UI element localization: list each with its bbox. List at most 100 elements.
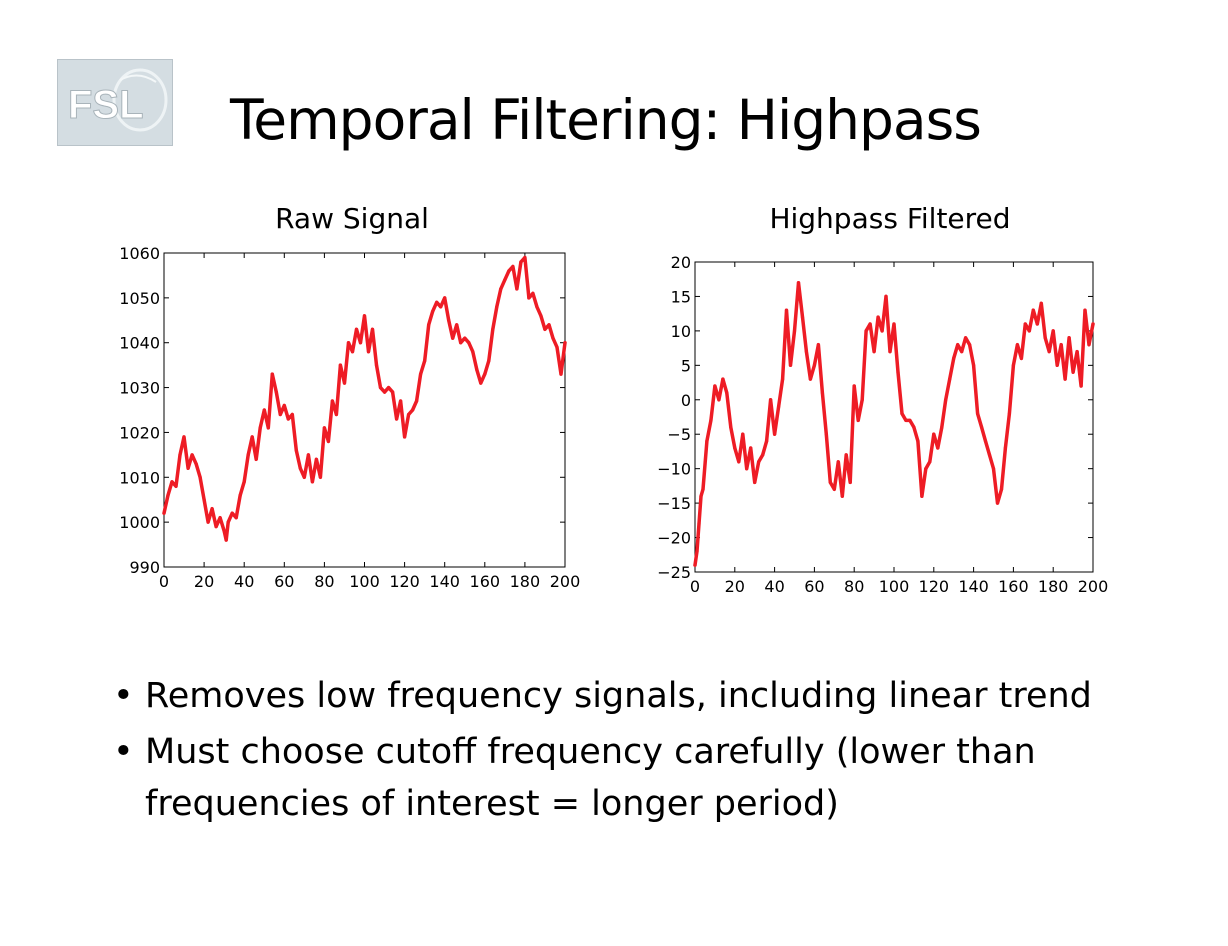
data-point — [729, 425, 733, 429]
data-point — [298, 466, 302, 470]
data-point — [717, 398, 721, 402]
data-point — [964, 336, 968, 340]
data-point — [844, 453, 848, 457]
y-tick-label: −20 — [657, 529, 691, 548]
data-point — [804, 350, 808, 354]
data-point — [868, 322, 872, 326]
data-point — [435, 300, 439, 304]
x-tick-label: 120 — [389, 572, 420, 591]
data-point — [860, 398, 864, 402]
data-point — [812, 363, 816, 367]
data-point — [1059, 343, 1063, 347]
data-point — [238, 493, 242, 497]
data-point — [350, 350, 355, 354]
data-point — [693, 563, 697, 567]
data-point — [721, 377, 725, 381]
x-tick-label: 0 — [159, 572, 169, 591]
bullet-dot: • — [113, 676, 134, 716]
data-point — [447, 318, 451, 322]
y-tick-label: −25 — [657, 563, 691, 582]
data-point — [709, 418, 713, 422]
x-tick-label: 200 — [550, 572, 581, 591]
y-tick-label: 1020 — [119, 423, 160, 442]
data-point — [820, 391, 824, 395]
data-point — [1079, 384, 1083, 388]
data-point — [415, 399, 419, 403]
data-point — [1055, 363, 1059, 367]
data-point — [234, 516, 238, 520]
data-point — [178, 453, 182, 457]
x-tick-label: 100 — [349, 572, 380, 591]
chart-title-highpass: Highpass Filtered — [769, 202, 1011, 235]
data-point — [1031, 308, 1035, 312]
y-tick-label: 990 — [129, 558, 160, 577]
data-point — [948, 377, 952, 381]
y-tick-label: 15 — [671, 287, 691, 306]
plot-frame — [694, 261, 1094, 573]
data-point — [547, 323, 551, 327]
data-point — [515, 287, 519, 291]
series-line — [162, 255, 567, 542]
data-point — [174, 484, 178, 488]
x-tick-label: 0 — [690, 577, 700, 596]
data-point — [210, 507, 214, 511]
data-point — [366, 350, 371, 354]
data-point — [856, 418, 860, 422]
data-point — [697, 522, 701, 526]
data-point — [960, 350, 964, 354]
data-point — [713, 384, 717, 388]
data-point — [274, 390, 278, 394]
data-point — [940, 425, 944, 429]
data-point — [900, 412, 904, 416]
data-point — [162, 511, 166, 515]
data-point — [194, 462, 198, 466]
data-point — [459, 341, 463, 345]
data-point — [539, 314, 543, 318]
data-point — [395, 417, 399, 421]
data-point — [491, 327, 495, 331]
data-point — [753, 480, 757, 484]
data-point — [936, 446, 940, 450]
data-point — [214, 525, 218, 529]
data-point — [705, 439, 709, 443]
data-point — [182, 435, 186, 439]
data-point — [330, 399, 334, 403]
data-point — [499, 287, 503, 291]
data-point — [218, 516, 222, 520]
data-point — [487, 359, 491, 363]
data-point — [968, 343, 972, 347]
y-tick-label: −5 — [667, 425, 691, 444]
data-point — [765, 439, 769, 443]
data-point — [1063, 377, 1067, 381]
data-point — [374, 363, 379, 367]
data-point — [527, 296, 531, 300]
data-point — [1039, 301, 1043, 305]
data-point — [535, 305, 539, 309]
y-tick-label: 5 — [681, 356, 691, 375]
data-point — [995, 501, 1000, 505]
data-point — [507, 269, 511, 273]
data-point — [956, 343, 960, 347]
data-point — [302, 475, 306, 479]
data-point — [824, 432, 828, 436]
data-point — [224, 538, 228, 542]
data-point — [769, 398, 773, 402]
data-point — [383, 390, 387, 394]
data-point — [836, 460, 840, 464]
data-point — [463, 336, 467, 340]
data-point — [1027, 329, 1031, 333]
data-point — [222, 529, 226, 533]
data-point — [495, 305, 499, 309]
data-point — [840, 494, 844, 498]
data-point — [1019, 356, 1023, 360]
data-point — [278, 412, 282, 417]
data-point — [559, 372, 563, 376]
data-point — [346, 341, 351, 345]
data-point — [246, 453, 250, 457]
data-point — [342, 381, 347, 385]
data-point — [1011, 363, 1015, 367]
x-tick-label: 40 — [764, 577, 784, 596]
data-point — [387, 386, 391, 390]
data-point — [439, 305, 443, 309]
x-tick-label: 80 — [314, 572, 334, 591]
